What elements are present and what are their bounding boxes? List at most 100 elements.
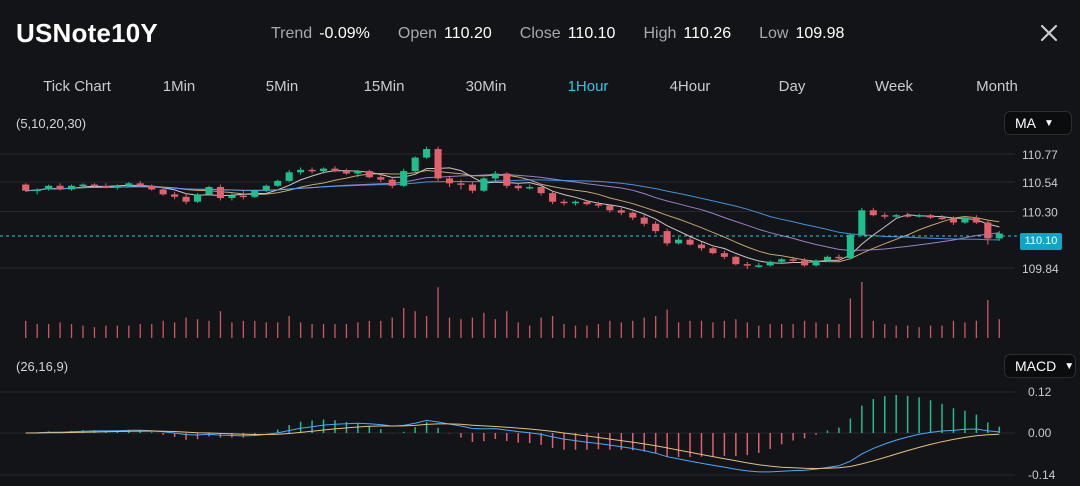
candle-body bbox=[514, 185, 522, 189]
tab-day[interactable]: Day bbox=[778, 78, 806, 95]
candle-body bbox=[789, 259, 797, 261]
price-axis-label: 109.84 bbox=[1022, 262, 1059, 276]
tab-1min[interactable]: 1Min bbox=[162, 78, 196, 95]
candle-body bbox=[400, 171, 408, 186]
stat-label: Low bbox=[759, 25, 789, 42]
candle-body bbox=[720, 253, 728, 257]
timeframe-tabs: Tick Chart 1Min 5Min 15Min 30Min 1Hour 4… bbox=[0, 72, 1080, 104]
price-axis-label: 110.30 bbox=[1022, 206, 1058, 220]
candle-body bbox=[984, 222, 992, 239]
current-price-tag: 110.10 bbox=[1020, 233, 1062, 250]
candle-body bbox=[995, 233, 1003, 239]
candle-body bbox=[239, 195, 247, 198]
candle-body bbox=[972, 217, 980, 223]
tab-30min[interactable]: 30Min bbox=[465, 78, 507, 95]
ma-line-10 bbox=[25, 169, 1000, 263]
candle-body bbox=[491, 173, 499, 179]
candle-body bbox=[285, 172, 293, 181]
candle-body bbox=[90, 184, 98, 187]
chart-header: USNote10Y Trend -0.09% Open 110.20 Close… bbox=[0, 0, 1080, 68]
macd-dif-line bbox=[25, 419, 1000, 473]
candle-body bbox=[709, 248, 717, 254]
tab-1hour[interactable]: 1Hour bbox=[567, 78, 609, 95]
candle-body bbox=[308, 169, 316, 172]
candle-body bbox=[881, 215, 889, 217]
candle-body bbox=[205, 187, 213, 195]
macd-dea-line bbox=[25, 423, 1000, 470]
candle-body bbox=[743, 264, 751, 266]
candle-body bbox=[388, 179, 396, 186]
stat-label: High bbox=[643, 25, 677, 42]
candle-body bbox=[228, 195, 236, 199]
candle-body bbox=[571, 201, 580, 204]
candle-body bbox=[33, 189, 41, 191]
moving-average-lines bbox=[25, 167, 1000, 264]
stat-low: Low 109.98 bbox=[759, 25, 844, 43]
stat-close: Close 110.10 bbox=[520, 25, 616, 43]
candle-body bbox=[67, 185, 76, 190]
tab-month[interactable]: Month bbox=[976, 78, 1018, 95]
candle-body bbox=[846, 234, 854, 259]
candle-body bbox=[629, 212, 637, 218]
candle-body bbox=[434, 149, 442, 179]
candle-body bbox=[331, 168, 339, 172]
candle-body bbox=[79, 184, 87, 187]
tab-tick-chart[interactable]: Tick Chart bbox=[43, 78, 111, 95]
candle-body bbox=[961, 217, 969, 223]
candle-body bbox=[411, 157, 419, 172]
candle-body bbox=[274, 180, 282, 186]
chevron-down-icon: ▼ bbox=[1064, 360, 1075, 372]
candle-body bbox=[927, 215, 935, 218]
candle-body bbox=[56, 185, 64, 190]
candle-body bbox=[22, 184, 30, 191]
ma-dropdown-label: MA bbox=[1015, 115, 1036, 131]
close-icon[interactable] bbox=[1036, 20, 1062, 46]
stat-value: 110.20 bbox=[444, 25, 492, 42]
stat-value: 110.26 bbox=[683, 25, 732, 42]
candle-body bbox=[755, 265, 763, 267]
macd-histogram bbox=[25, 395, 1001, 473]
axis-labels: 110.77 110.54 110.30 109.84 0.12 0.00 -0.14 bbox=[1022, 148, 1059, 482]
candle-body bbox=[675, 239, 683, 244]
candle-body bbox=[869, 210, 877, 216]
candle-body bbox=[594, 204, 602, 206]
ma-line-5 bbox=[25, 167, 1000, 264]
candle-body bbox=[823, 256, 832, 261]
candle-body bbox=[778, 259, 786, 262]
candle-body bbox=[148, 185, 156, 190]
stat-label: Open bbox=[397, 25, 438, 42]
grid-lines bbox=[0, 153, 1018, 476]
ma-params-label: (5,10,20,30) bbox=[16, 116, 87, 131]
candle-body bbox=[663, 231, 671, 244]
tab-15min[interactable]: 15Min bbox=[363, 78, 405, 95]
ma-indicator-dropdown[interactable]: MA ▼ bbox=[1004, 111, 1072, 135]
candle-body bbox=[113, 185, 121, 188]
candle-body bbox=[377, 177, 385, 180]
candle-body bbox=[915, 215, 923, 217]
price-axis-label: 110.77 bbox=[1022, 148, 1058, 162]
macd-indicator-dropdown[interactable]: MACD ▼ bbox=[1004, 354, 1076, 378]
ma-line-20 bbox=[25, 173, 1000, 252]
candle-body bbox=[526, 187, 534, 189]
candle-body bbox=[159, 189, 167, 195]
candle-body bbox=[480, 178, 488, 191]
candlesticks bbox=[22, 146, 1003, 270]
candle-body bbox=[503, 173, 511, 186]
candle-body bbox=[136, 183, 144, 186]
candle-body bbox=[193, 194, 202, 202]
candle-body bbox=[549, 193, 557, 202]
candle-body bbox=[640, 217, 648, 224]
macd-dropdown-label: MACD bbox=[1015, 358, 1057, 374]
candle-body bbox=[171, 194, 179, 197]
tab-5min[interactable]: 5Min bbox=[265, 78, 299, 95]
candle-body bbox=[892, 215, 900, 217]
volume-bars bbox=[25, 282, 1000, 338]
tab-4hour[interactable]: 4Hour bbox=[669, 78, 711, 95]
candle-body bbox=[938, 217, 946, 220]
stat-open: Open 110.20 bbox=[398, 25, 492, 43]
symbol-title: USNote10Y bbox=[16, 18, 158, 48]
stat-value: 109.98 bbox=[795, 25, 845, 42]
tab-week[interactable]: Week bbox=[874, 78, 914, 95]
candle-body bbox=[125, 183, 133, 186]
candle-body bbox=[949, 218, 958, 223]
